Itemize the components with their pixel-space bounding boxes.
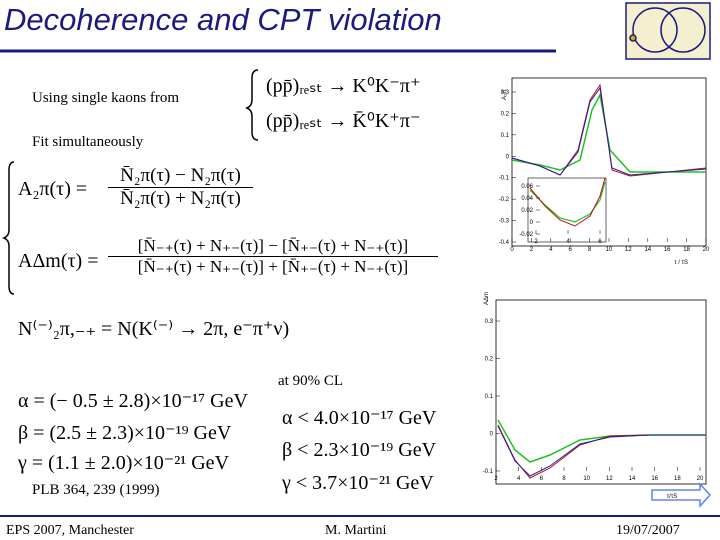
curve xyxy=(497,419,706,463)
y-tick-label: 0 xyxy=(490,432,494,438)
x-tick-label: 0 xyxy=(510,247,514,253)
footer-date: 19/07/2007 xyxy=(616,523,680,538)
fit-result: γ = (1.1 ± 2.0)×10⁻²¹ GeV xyxy=(18,452,230,474)
footer-event: EPS 2007, Manchester xyxy=(6,523,134,538)
y-tick-label: 0.1 xyxy=(501,133,510,139)
fraction: N̄₂π(τ) − N₂π(τ) N̄₂π(τ) + N₂π(τ) xyxy=(108,165,253,210)
numerator: N̄₂π(τ) − N₂π(τ) xyxy=(108,165,253,188)
fraction: [N̄₋₊(τ) + N₊₋(τ)] − [N̄₊₋(τ) + N₋₊(τ)][… xyxy=(108,236,438,277)
footer-author: M. Martini xyxy=(325,523,387,538)
definition: N⁽⁻⁾₂π,₋₊ = N(K⁽⁻⁾ → 2π, e⁻π⁺ν) xyxy=(18,318,290,340)
inset-curve xyxy=(529,177,606,227)
brace xyxy=(244,69,259,141)
y-axis-label: AΔm xyxy=(484,292,490,305)
x-tick-label: 16 xyxy=(664,247,671,253)
cl-note: at 90% CL xyxy=(278,373,343,389)
fit-result: α = (− 0.5 ± 2.8)×10⁻¹⁷ GeV xyxy=(18,390,248,412)
y-tick-label: 0.04 xyxy=(521,196,533,202)
reaction: (pp̄)ᵣₑₛₜ → K⁰K⁻π⁺ xyxy=(266,75,421,97)
x-tick-label: 4 xyxy=(517,476,521,482)
x-tick-label: 20 xyxy=(697,476,704,482)
y-tick-label: -0.2 xyxy=(499,197,510,203)
x-tick-label: 14 xyxy=(644,247,651,253)
y-axis-label: A₂π xyxy=(502,90,508,100)
reference: PLB 364, 239 (1999) xyxy=(32,482,160,498)
brace xyxy=(1,161,15,295)
x-tick-label: 14 xyxy=(629,476,636,482)
curve xyxy=(511,86,707,176)
intro-text: Using single kaons from xyxy=(32,90,180,106)
y-tick-label: 0.2 xyxy=(485,357,494,363)
arrow xyxy=(651,482,712,508)
x-tick-label: 6 xyxy=(598,239,602,245)
x-tick-label: 18 xyxy=(674,476,681,482)
x-tick-label: 2 xyxy=(530,247,534,253)
reaction: (pp̄)ᵣₑₛₜ → K̄⁰K⁺π⁻ xyxy=(266,110,421,132)
x-tick-label: 18 xyxy=(683,247,690,253)
x-axis-label: τ / τS xyxy=(674,260,688,266)
limit: α < 4.0×10⁻¹⁷ GeV xyxy=(282,407,437,429)
top-plot xyxy=(511,77,707,247)
title: Decoherence and CPT violation xyxy=(4,2,442,37)
x-tick-label: 2 xyxy=(534,239,538,245)
y-tick-label: -0.3 xyxy=(499,219,510,225)
y-tick-label: 0 xyxy=(530,220,534,226)
x-tick-label: 16 xyxy=(651,476,658,482)
curve xyxy=(497,424,706,479)
x-tick-label: 20 xyxy=(703,247,710,253)
logo xyxy=(625,2,711,60)
curve xyxy=(511,92,706,173)
y-tick-label: 0 xyxy=(506,154,510,160)
x-tick-label: 2 xyxy=(494,476,498,482)
y-tick-label: 0.02 xyxy=(521,208,533,214)
numerator: [N̄₋₊(τ) + N₊₋(τ)] − [N̄₊₋(τ) + N₋₊(τ)] xyxy=(108,236,438,257)
intro-text: Fit simultaneously xyxy=(32,134,144,150)
x-tick-label: 10 xyxy=(606,247,613,253)
x-tick-label: 4 xyxy=(549,247,553,253)
x-tick-label: 4 xyxy=(566,239,570,245)
y-tick-label: 0.1 xyxy=(485,394,494,400)
x-tick-label: 12 xyxy=(625,247,632,253)
limit: γ < 3.7×10⁻²¹ GeV xyxy=(282,472,434,494)
fit-result: β = (2.5 ± 2.3)×10⁻¹⁹ GeV xyxy=(18,422,232,444)
inset-curve xyxy=(529,181,606,223)
curve xyxy=(497,425,706,477)
x-tick-label: 10 xyxy=(583,476,590,482)
y-tick-label: 0.06 xyxy=(521,184,533,190)
frame xyxy=(511,77,707,247)
x-tick-label: 12 xyxy=(606,476,613,482)
x-axis-label: τ/τS xyxy=(667,494,677,500)
equation-lhs: AΔm(τ) = xyxy=(18,250,99,272)
y-tick-label: -0.4 xyxy=(499,240,510,246)
bottom-plot xyxy=(495,299,712,508)
y-tick-label: 0.2 xyxy=(501,111,510,117)
y-tick-label: -0.1 xyxy=(499,176,510,182)
equation-lhs: A₂π(τ) = xyxy=(18,178,88,200)
denominator: [N̄₋₊(τ) + N₊₋(τ)] + [N̄₊₋(τ) + N₋₊(τ)] xyxy=(137,257,409,276)
limit: β < 2.3×10⁻¹⁹ GeV xyxy=(282,439,437,461)
x-tick-label: 8 xyxy=(588,247,592,253)
y-tick-label: -0.1 xyxy=(483,469,494,475)
x-tick-label: 6 xyxy=(540,476,544,482)
x-tick-label: 6 xyxy=(569,247,573,253)
curve xyxy=(511,83,707,177)
frame xyxy=(495,299,707,485)
y-tick-label: 0.3 xyxy=(501,90,510,96)
x-tick-label: 8 xyxy=(562,476,566,482)
y-tick-label: -0.02 xyxy=(519,232,533,238)
y-tick-label: 0.3 xyxy=(485,319,494,325)
denominator: N̄₂π(τ) + N₂π(τ) xyxy=(120,188,241,209)
